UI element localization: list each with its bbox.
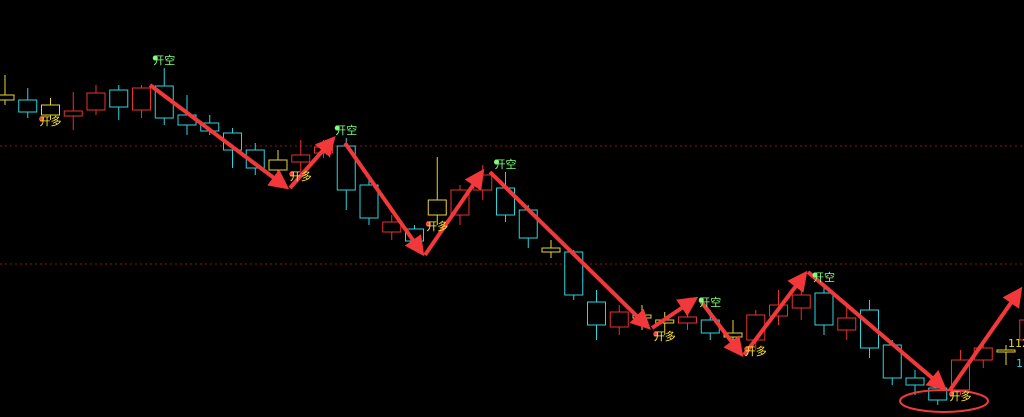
signal-dot [744,346,750,352]
signal-dot [949,391,954,397]
candles [0,68,1024,405]
candle-body [63,110,83,117]
candle-body [678,316,697,324]
signal-label: 开多 [290,169,312,183]
signal-label: 开多 [426,219,448,233]
arrow [742,270,808,357]
signal-label: 开空 [495,157,517,171]
candle-body [0,94,15,101]
arrow [806,270,948,391]
signal-label: 开空 [335,123,357,137]
signal-label: 开多 [654,329,676,343]
candle-body [359,184,379,219]
candle-body [132,87,151,111]
candle-body [109,89,129,108]
trend-arrows [148,83,1023,392]
arrow [948,286,1023,392]
edge-label: 112 [1008,337,1024,350]
candle-body [1019,319,1024,341]
arrow [650,296,699,330]
candle-body [41,104,60,116]
candle-body [541,247,561,253]
candle-body [814,292,834,326]
signal-label: 开多 [40,114,62,128]
signal-dot [698,297,704,303]
signal-label: 开多 [745,344,767,358]
candle-body [587,301,606,326]
arrow [148,83,290,190]
signal-label: 开空 [153,53,175,67]
arrow [423,168,485,257]
signal-dot [425,221,431,227]
arrow [698,298,744,358]
candle-body [268,159,288,171]
arrow [488,170,651,330]
edge-label: 11 [1016,357,1024,370]
signal-dot [152,55,158,61]
candle-body [609,311,629,328]
candle-body [86,92,106,111]
highlight-ellipse [899,389,989,413]
signal-dot [653,331,659,337]
signal-dot [494,159,499,165]
signal-label: 开空 [813,270,835,284]
candle-body [837,317,857,331]
candle-body [791,294,811,309]
candle-body [905,377,925,386]
candle-body [382,221,402,233]
signal-dot [334,125,340,131]
signal-dot [289,171,295,177]
candle-body [18,99,38,113]
arrow [343,141,425,257]
candle-body [996,349,1016,353]
candle-body [427,199,447,216]
signal-label: 开空 [699,295,721,309]
candle-body [291,154,311,163]
signal-dot [39,116,44,122]
arrow [288,135,336,190]
signal-dot [812,272,818,278]
signal-label: 开多 [950,389,972,403]
